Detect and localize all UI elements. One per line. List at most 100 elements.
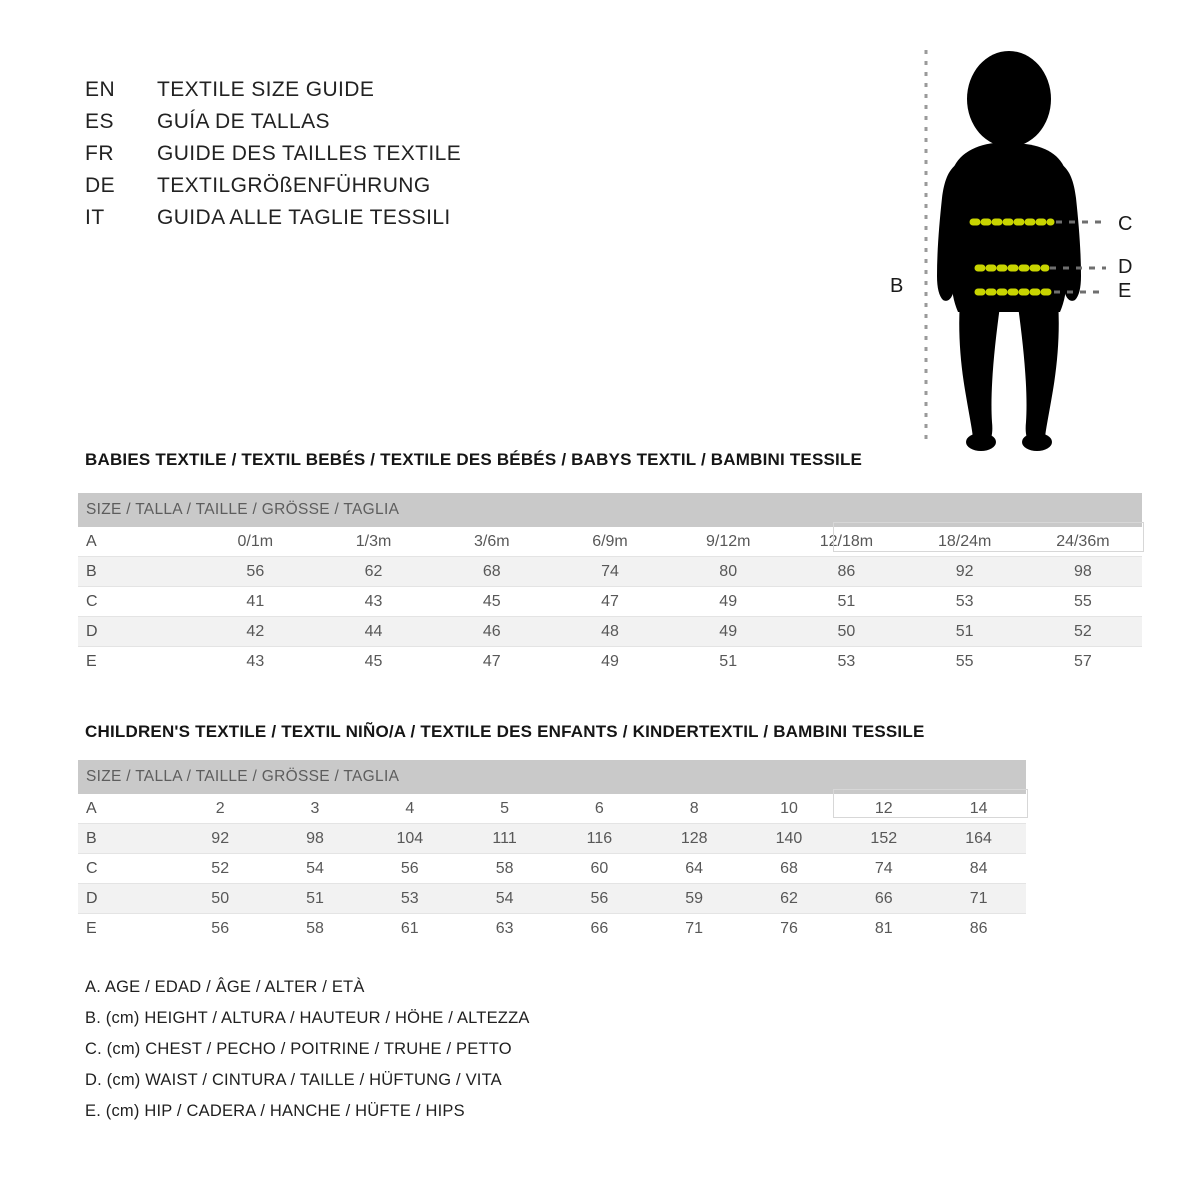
table-cell: 43	[364, 592, 383, 610]
table-row: C 41 43 45 47 49 51 53 55	[78, 587, 1142, 617]
table-row: B 92 98 104 111 116 128 140 152 164	[78, 823, 1026, 854]
table-cell: 49	[719, 592, 738, 610]
table-cell: 51	[267, 883, 363, 914]
table-cell: 24/36m	[1056, 532, 1110, 550]
legend-line: D. (cm) WAIST / CINTURA / TAILLE / HÜFTU…	[85, 1071, 502, 1089]
table-cell: 8	[689, 799, 699, 817]
measurement-legend: A. AGE / EDAD / ÂGE / ALTER / ETÀ B. (cm)…	[85, 978, 530, 1133]
table-cell: 3/6m	[473, 532, 510, 550]
table-cell: 12/18m	[819, 532, 874, 550]
table-cell: 47	[482, 652, 501, 670]
children-size-table: SIZE / TALLA / TAILLE / GRÖSSE / TAGLIA A…	[78, 760, 1026, 943]
table-row: C 52 54 56 58 60 64 68 74 84	[78, 854, 1026, 884]
legend-line: C. (cm) CHEST / PECHO / POITRINE / TRUHE…	[85, 1040, 512, 1058]
table-cell: 62	[314, 556, 433, 587]
language-code: EN	[85, 78, 116, 101]
language-title-text: TEXTILGRÖßENFÜHRUNG	[157, 174, 431, 197]
table-cell: 71	[931, 883, 1026, 914]
table-cell: 63	[495, 919, 514, 937]
child-silhouette	[937, 51, 1081, 451]
table-row: B 56 62 68 74 80 86 92 98	[78, 556, 1142, 587]
table-cell: 74	[550, 556, 670, 587]
babies-table-header-bar: SIZE / TALLA / TAILLE / GRÖSSE / TAGLIA	[78, 493, 1142, 527]
table-cell: 53	[362, 883, 458, 914]
table-cell: 60	[590, 859, 609, 877]
language-code: ES	[85, 110, 115, 133]
table-cell: 46	[432, 616, 551, 647]
table-cell: 56	[551, 883, 647, 914]
table-cell: 1/3m	[355, 532, 392, 550]
table-cell: 12	[874, 799, 893, 817]
table-cell: 164	[931, 823, 1026, 854]
table-cell: 59	[646, 883, 742, 914]
table-cell: 51	[719, 652, 738, 670]
language-code: DE	[85, 174, 116, 197]
table-cell: 50	[787, 616, 906, 647]
table-cell: 66	[590, 919, 609, 937]
table-cell: 74	[874, 859, 893, 877]
table-cell: 49	[669, 616, 788, 647]
table-cell: 0/1m	[237, 532, 274, 550]
table-cell: 4	[405, 799, 415, 817]
table-cell: 140	[741, 823, 837, 854]
babies-row-label: D	[78, 616, 197, 647]
table-cell: 51	[905, 616, 1024, 647]
language-code: IT	[85, 206, 105, 229]
table-cell: 47	[601, 592, 619, 610]
children-row-label: C	[86, 859, 98, 877]
babies-row-label: A	[86, 532, 97, 550]
table-cell: 66	[836, 883, 932, 914]
table-cell: 18/24m	[937, 532, 992, 550]
table-row: A 0/1m 1/3m 3/6m 6/9m 9/12m 12/18m 18/24m 24/36m	[78, 527, 1142, 557]
table-cell: 56	[400, 859, 419, 877]
table-row: E 56 58 61 63 66 71 76 81 86	[78, 914, 1026, 944]
babies-size-table: SIZE / TALLA / TAILLE / GRÖSSE / TAGLIA A…	[78, 493, 1142, 676]
figure-label-height: B	[890, 275, 904, 297]
table-cell: 152	[836, 823, 932, 854]
children-row-label: D	[78, 883, 173, 914]
table-cell: 55	[1073, 592, 1092, 610]
table-cell: 98	[1023, 556, 1142, 587]
babies-row-label: E	[86, 652, 97, 670]
table-row: D 42 44 46 48 49 50 51 52	[78, 616, 1142, 647]
table-cell: 64	[685, 859, 704, 877]
children-size-header-label: SIZE / TALLA / TAILLE / GRÖSSE / TAGLIA	[78, 760, 1026, 794]
babies-size-header-label: SIZE / TALLA / TAILLE / GRÖSSE / TAGLIA	[78, 493, 1142, 527]
table-cell: 128	[646, 823, 742, 854]
babies-row-label: B	[78, 556, 197, 587]
table-row: D 50 51 53 54 56 59 62 66 71	[78, 883, 1026, 914]
language-row: IT GUIDA ALLE TAGLIE TESSILI	[85, 206, 645, 238]
language-title-text: GUIDE DES TAILLES TEXTILE	[157, 142, 462, 165]
table-cell: 53	[955, 592, 974, 610]
table-cell: 92	[905, 556, 1024, 587]
table-cell: 68	[780, 859, 798, 877]
legend-line: A. AGE / EDAD / ÂGE / ALTER / ETÀ	[85, 978, 365, 996]
table-cell: 86	[787, 556, 906, 587]
table-cell: 57	[1073, 652, 1092, 670]
table-cell: 41	[246, 592, 265, 610]
table-cell: 104	[362, 823, 458, 854]
table-cell: 56	[211, 919, 230, 937]
table-cell: 51	[837, 592, 856, 610]
children-row-label: A	[86, 799, 97, 817]
table-cell: 58	[495, 859, 514, 877]
table-cell: 61	[400, 919, 419, 937]
table-cell: 58	[306, 919, 324, 937]
table-cell: 48	[550, 616, 670, 647]
table-cell: 5	[500, 799, 510, 817]
table-cell: 71	[685, 919, 704, 937]
children-row-label: B	[78, 823, 173, 854]
table-cell: 44	[314, 616, 433, 647]
figure-label-chest: C	[1118, 213, 1133, 235]
language-code: FR	[85, 142, 114, 165]
legend-line: B. (cm) HEIGHT / ALTURA / HAUTEUR / HÖHE…	[85, 1009, 530, 1027]
children-section-heading: CHILDREN'S TEXTILE / TEXTIL NIÑO/A / TEX…	[85, 722, 925, 741]
table-cell: 52	[211, 859, 230, 877]
language-row: FR GUIDE DES TAILLES TEXTILE	[85, 142, 645, 174]
table-cell: 10	[780, 799, 798, 817]
table-cell: 116	[551, 823, 647, 854]
figure-label-hip: E	[1118, 280, 1132, 302]
table-cell: 50	[172, 883, 268, 914]
children-table-body: SIZE / TALLA / TAILLE / GRÖSSE / TAGLIA A…	[78, 760, 1026, 943]
table-cell: 9/12m	[705, 532, 751, 550]
